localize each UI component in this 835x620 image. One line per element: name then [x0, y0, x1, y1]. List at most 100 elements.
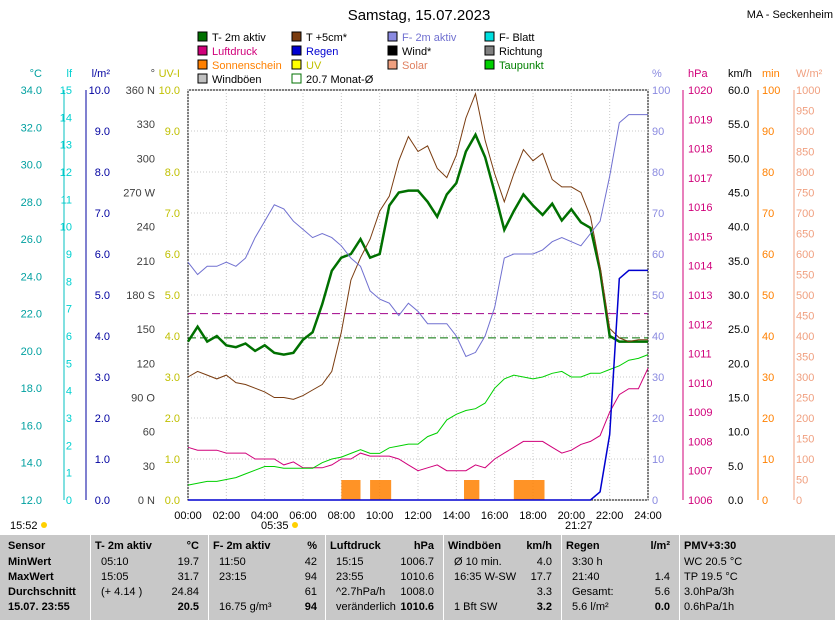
- tick-label-right: 450: [796, 311, 814, 323]
- axis-unit-left: °: [151, 68, 155, 80]
- tick-label-left: 22.0: [21, 309, 42, 321]
- table-cell: 3:30 h: [572, 556, 603, 568]
- table-header-unit: hPa: [413, 540, 434, 552]
- table-cell: 05:10: [101, 556, 129, 568]
- table-header: PMV+3:30: [684, 540, 737, 552]
- tick-label-left: 0: [66, 495, 72, 507]
- tick-label-right: 20: [762, 413, 774, 425]
- tick-label-left: 8: [66, 276, 72, 288]
- tick-label-left: 60: [143, 427, 155, 439]
- legend-swatch: [387, 45, 398, 56]
- table-value: 5.6: [654, 586, 670, 598]
- tick-label-right: 1016: [688, 202, 712, 214]
- x-tick-label: 04:00: [251, 510, 279, 522]
- tick-label-right: 950: [796, 106, 814, 118]
- legend-label: Windböen: [212, 74, 262, 86]
- tick-label-right: 10: [762, 454, 774, 466]
- table-header: Luftdruck: [330, 540, 381, 552]
- tick-label-left: 9.0: [95, 126, 110, 138]
- tick-label-left: 30: [143, 461, 155, 473]
- legend-label: 20.7 Monat-Ø: [306, 74, 374, 86]
- tick-label-left: 210: [137, 256, 155, 268]
- tick-label-left: 8.0: [95, 167, 110, 179]
- legend-swatch: [387, 31, 398, 42]
- table-cell: 16:35 W-SW: [454, 571, 517, 583]
- x-tick-label: 14:00: [443, 510, 471, 522]
- tick-label-left: 1.0: [95, 454, 110, 466]
- tick-label-right: 55.0: [728, 119, 749, 131]
- tick-label-left: 14.0: [21, 458, 42, 470]
- table-cell: (+ 4.14 ): [101, 586, 143, 598]
- x-tick-label: 00:00: [174, 510, 202, 522]
- tick-label-right: 150: [796, 434, 814, 446]
- table-cell: veränderlich: [336, 601, 396, 613]
- legend-label: Regen: [306, 46, 338, 58]
- table-value: 3.3: [536, 586, 552, 598]
- tick-label-right: 80: [652, 167, 664, 179]
- legend-label: UV: [306, 60, 322, 72]
- legend-swatch: [484, 59, 495, 70]
- axis-unit-left: UV-I: [159, 68, 180, 80]
- table-cell: 15.07. 23:55: [8, 601, 70, 613]
- axis-unit-right: W/m²: [796, 68, 823, 80]
- tick-label-left: 0 N: [138, 495, 155, 507]
- series-line: [186, 131, 648, 356]
- tick-label-right: 1015: [688, 231, 712, 243]
- tick-label-left: 12.0: [21, 495, 42, 507]
- table-divider: [208, 534, 209, 620]
- table-header: Windböen: [448, 540, 502, 552]
- tick-label-right: 1009: [688, 407, 712, 419]
- tick-label-right: 650: [796, 229, 814, 241]
- table-cell: Durchschnitt: [8, 586, 76, 598]
- x-tick-label: 06:00: [289, 510, 317, 522]
- table-header: F- 2m aktiv: [213, 540, 271, 552]
- legend-label: F- Blatt: [499, 32, 534, 44]
- tick-label-left: 3.0: [95, 372, 110, 384]
- tick-label-left: 4: [66, 386, 72, 398]
- tick-label-right: 550: [796, 270, 814, 282]
- tick-label-right: 1017: [688, 173, 712, 185]
- table-value: 1.4: [654, 571, 670, 583]
- tick-label-left: 24.0: [21, 271, 42, 283]
- table-header: T- 2m aktiv: [95, 540, 152, 552]
- tick-label-right: 1011: [688, 349, 712, 361]
- tick-label-left: 8.0: [165, 167, 180, 179]
- table-value: 0.0: [654, 601, 670, 613]
- table-header: Regen: [566, 540, 600, 552]
- table-cell: TP 19.5 °C: [684, 571, 738, 583]
- table-cell: 23:55: [336, 571, 364, 583]
- legend-swatch: [197, 31, 208, 42]
- tick-label-right: 45.0: [728, 188, 749, 200]
- tick-label-right: 30.0: [728, 290, 749, 302]
- tick-label-left: 240: [137, 222, 155, 234]
- tick-label-right: 15.0: [728, 393, 749, 405]
- tick-label-right: 1014: [688, 261, 712, 273]
- axis-unit-left: lf: [67, 68, 73, 80]
- tick-label-left: 5.0: [165, 290, 180, 302]
- tick-label-right: 30: [762, 372, 774, 384]
- tick-label-left: 12: [60, 167, 72, 179]
- tick-label-left: 360 N: [126, 85, 155, 97]
- tick-label-left: 6.0: [95, 249, 110, 261]
- tick-label-right: 35.0: [728, 256, 749, 268]
- tick-label-left: 7.0: [95, 208, 110, 220]
- table-cell: 11:50: [219, 556, 246, 568]
- tick-label-left: 15: [60, 85, 72, 97]
- table-value: 1010.6: [400, 571, 434, 583]
- legend-label: Richtung: [499, 46, 542, 58]
- tick-label-right: 1018: [688, 144, 712, 156]
- table-value: 94: [304, 571, 317, 583]
- stats-table: Sensor MinWert MaxWert Durchschnitt 15.07. 2…: [0, 534, 835, 620]
- tick-label-left: 330: [137, 119, 155, 131]
- axis-unit-left: l/m²: [92, 68, 111, 80]
- sunrise-icon: [292, 522, 298, 528]
- table-value: 17.7: [530, 571, 552, 583]
- x-tick-label: 22:00: [596, 510, 624, 522]
- tick-label-right: 40: [652, 331, 664, 343]
- legend-swatch: [291, 59, 302, 70]
- tick-label-right: 20.0: [728, 358, 749, 370]
- tick-label-right: 70: [652, 208, 664, 220]
- tick-label-left: 270 W: [123, 188, 155, 200]
- sunshine-bar: [464, 480, 480, 500]
- tick-label-right: 1020: [688, 85, 712, 97]
